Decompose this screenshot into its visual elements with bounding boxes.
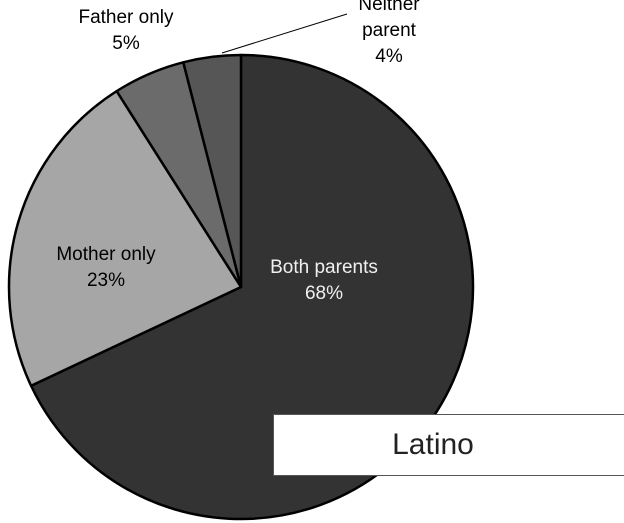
leader-line-neither-parent xyxy=(221,13,348,54)
slice-label-father-only: Father only 5% xyxy=(78,7,174,54)
pie-slices xyxy=(7,53,475,521)
pie-slice-mother-only xyxy=(7,89,243,388)
slice-label-neither-parent: Neither parent 4% xyxy=(358,0,420,67)
slice-label-both-parents: Both parents 68% xyxy=(270,257,378,304)
leader-lines xyxy=(221,13,348,54)
slice-labels: Both parents 68% Mother only 23% Father only… xyxy=(56,0,420,304)
chart-title: Latino xyxy=(273,414,624,476)
pie-slice-neither-parent xyxy=(182,53,243,289)
slice-label-mother-only: Mother only 23% xyxy=(56,244,156,291)
chart-title-text: Latino xyxy=(392,428,474,461)
pie-slice-both-parents xyxy=(29,53,475,521)
